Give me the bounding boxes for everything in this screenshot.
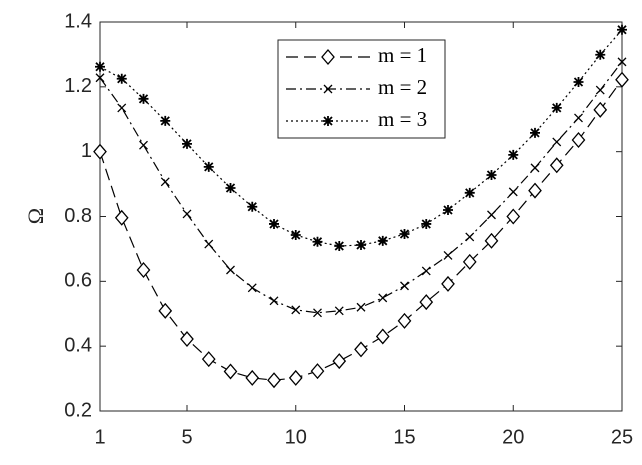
marker — [114, 209, 129, 226]
marker — [203, 161, 214, 172]
marker — [573, 76, 584, 87]
marker — [334, 240, 345, 251]
y-tick-label: 0.2 — [64, 399, 92, 421]
marker — [269, 296, 279, 306]
marker — [551, 102, 562, 113]
marker — [182, 138, 192, 149]
marker — [226, 265, 235, 275]
marker — [269, 218, 279, 229]
x-tick-label: 15 — [393, 426, 415, 448]
marker — [617, 24, 627, 35]
marker — [506, 208, 521, 225]
y-tick-label: 1.2 — [64, 75, 92, 97]
marker — [160, 115, 171, 126]
marker — [95, 61, 105, 72]
marker — [400, 281, 409, 291]
x-tick-label: 1 — [94, 426, 105, 448]
marker — [530, 163, 540, 173]
marker — [462, 253, 477, 270]
legend-label: m = 2 — [378, 75, 427, 99]
marker — [530, 127, 540, 138]
marker — [158, 302, 173, 319]
marker — [313, 308, 322, 318]
marker — [247, 283, 257, 293]
marker — [332, 353, 347, 370]
marker — [245, 369, 260, 386]
marker — [356, 302, 366, 312]
marker — [399, 229, 410, 240]
marker — [421, 218, 432, 229]
x-tick-label: 10 — [285, 426, 307, 448]
x-tick-label: 20 — [502, 426, 524, 448]
marker — [136, 261, 151, 278]
y-tick-label: 0.6 — [64, 270, 92, 292]
marker — [508, 149, 519, 160]
marker — [552, 137, 562, 147]
marker — [139, 140, 148, 150]
marker — [378, 293, 388, 303]
marker — [465, 232, 475, 242]
marker — [375, 328, 390, 345]
marker — [160, 177, 170, 187]
marker — [356, 240, 366, 251]
marker — [310, 363, 325, 380]
marker — [617, 57, 627, 67]
marker — [419, 294, 434, 311]
marker — [138, 93, 149, 104]
marker — [354, 341, 368, 358]
marker — [377, 235, 388, 246]
marker — [441, 275, 455, 292]
marker — [95, 73, 105, 83]
marker — [180, 331, 194, 348]
marker — [116, 73, 127, 84]
y-tick-label: 0.8 — [64, 205, 92, 227]
legend-label: m = 1 — [378, 43, 427, 67]
marker — [528, 182, 542, 199]
marker — [484, 232, 499, 249]
y-tick-label: 1 — [81, 140, 92, 162]
marker — [182, 209, 192, 219]
y-tick-label: 0.4 — [64, 334, 92, 356]
marker — [464, 187, 475, 198]
marker — [574, 113, 583, 123]
marker — [290, 229, 301, 240]
marker — [549, 157, 564, 174]
marker — [443, 250, 453, 260]
y-axis-label: Ω — [23, 208, 48, 224]
marker — [443, 205, 453, 216]
legend-marker — [321, 49, 335, 65]
marker — [117, 103, 127, 113]
marker — [288, 369, 303, 386]
marker — [397, 312, 412, 329]
marker — [201, 351, 216, 368]
marker — [225, 182, 236, 193]
y-tick-label: 1.4 — [64, 10, 92, 32]
marker — [486, 170, 497, 181]
marker — [508, 187, 518, 197]
marker — [247, 201, 258, 212]
marker — [487, 210, 496, 220]
x-tick-label: 5 — [181, 426, 192, 448]
marker — [334, 306, 344, 316]
marker — [421, 266, 431, 276]
legend-label: m = 3 — [378, 107, 427, 131]
x-tick-label: 25 — [611, 426, 633, 448]
marker — [291, 305, 301, 315]
marker — [204, 239, 214, 249]
marker — [593, 101, 608, 118]
legend-marker — [323, 84, 333, 94]
marker — [615, 71, 629, 88]
legend-marker — [323, 116, 333, 126]
marker — [93, 143, 107, 160]
marker — [595, 49, 606, 60]
marker — [571, 131, 586, 148]
marker — [595, 85, 605, 95]
marker — [312, 236, 323, 247]
marker — [223, 363, 238, 380]
marker — [267, 372, 281, 389]
